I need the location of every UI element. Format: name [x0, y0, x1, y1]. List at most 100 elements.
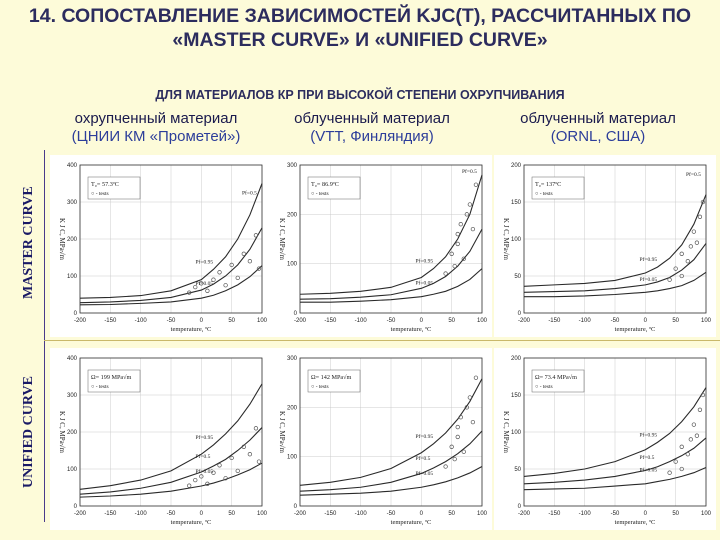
legend-box	[307, 369, 361, 393]
test-point	[667, 277, 672, 282]
test-point	[253, 426, 259, 431]
legend-param-label: T₀= 137ºC	[535, 181, 561, 188]
x-tick-label: 100	[477, 318, 488, 324]
test-point	[449, 444, 454, 449]
x-tick-label: -100	[135, 318, 148, 324]
x-tick-label: -100	[135, 511, 148, 517]
x-tick-label: 0	[200, 511, 204, 517]
series-label: Pf=0.95	[639, 256, 657, 263]
test-point	[679, 251, 684, 256]
x-tick-label: -100	[355, 511, 368, 517]
test-point	[452, 456, 457, 462]
plot-frame	[79, 164, 263, 314]
test-point	[470, 419, 476, 425]
series-label: Pf=0.5	[195, 453, 210, 460]
y-tick-label: 100	[287, 455, 298, 461]
series-label: Pf=0.05	[195, 280, 213, 287]
x-tick-label: 0	[420, 511, 424, 517]
legend-box	[307, 176, 361, 200]
column-header-3-line1: облученный материал	[520, 110, 676, 127]
y-tick-label: 200	[287, 405, 298, 411]
page-subtitle: ДЛЯ МАТЕРИАЛОВ КР ПРИ ВЫСОКОЙ СТЕПЕНИ ОХ…	[155, 88, 565, 102]
y-tick-label: 200	[67, 237, 78, 243]
y-tick-label: 150	[511, 393, 522, 399]
y-tick-label: 200	[511, 356, 522, 362]
test-point	[688, 437, 693, 442]
series-line-1	[523, 387, 707, 477]
series-line-2	[79, 227, 263, 304]
chart-panel-master-2: -200 -150 -100 -50 0 50 100 0 100 200 300 temperatu…	[270, 155, 492, 337]
series-line-3	[299, 466, 483, 496]
series-label: Pf=0.95	[415, 258, 433, 265]
test-point	[235, 275, 240, 280]
test-point	[697, 407, 703, 412]
y-tick-label: 100	[511, 237, 522, 243]
y-tick-label: 0	[294, 311, 298, 317]
test-point	[256, 459, 262, 464]
column-header-3-line2: (ORNL, США)	[550, 128, 646, 145]
x-tick-label: -200	[74, 511, 87, 517]
plot-frame	[299, 164, 483, 314]
legend-tests-label: ○ - tests	[91, 384, 109, 390]
series-label: Pf=0.95	[195, 258, 213, 265]
x-tick-label: -150	[104, 511, 117, 517]
x-tick-label: 0	[644, 318, 648, 324]
legend-box	[531, 176, 585, 200]
chart-svg: -200 -150 -100 -50 0 50 100 0 100 200 300 400 temper…	[58, 163, 268, 333]
test-point	[473, 375, 479, 380]
test-point	[241, 251, 246, 256]
x-tick-label: -200	[518, 318, 531, 324]
test-point	[467, 202, 473, 207]
x-tick-label: 50	[228, 318, 235, 324]
chart-svg: -200 -150 -100 -50 0 50 100 0 50 100 150 200 tempera…	[502, 356, 712, 526]
test-point	[461, 256, 466, 261]
y-tick-label: 100	[67, 467, 78, 473]
annotation-label: Pf=0.5	[242, 190, 257, 197]
row-divider-vertical	[44, 150, 45, 522]
annotation-label: Pf=0.5	[462, 168, 477, 175]
test-point	[443, 464, 448, 469]
series-line-1	[299, 174, 483, 295]
y-tick-label: 200	[67, 430, 78, 436]
test-point	[241, 444, 246, 449]
series-label: Pf=0.5	[639, 454, 654, 461]
series-line-2	[523, 243, 707, 293]
chart-svg: -200 -150 -100 -50 0 50 100 0 100 200 300 400 temper…	[58, 356, 268, 526]
y-axis-label: K J C, MPa√m	[58, 218, 66, 261]
x-tick-label: -150	[104, 318, 117, 324]
test-point	[211, 470, 216, 475]
x-tick-label: -50	[611, 511, 620, 517]
test-point	[473, 182, 479, 187]
y-tick-label: 0	[518, 311, 522, 317]
y-tick-label: 300	[287, 163, 298, 169]
test-point	[187, 290, 192, 295]
x-tick-label: -100	[579, 511, 592, 517]
test-point	[470, 226, 476, 232]
test-point	[223, 283, 228, 288]
legend-param-label: T₀= 86.9ºC	[311, 181, 339, 188]
y-tick-label: 50	[514, 274, 521, 280]
test-point	[679, 466, 684, 472]
x-axis-label: temperature, ºC	[171, 326, 212, 333]
series-line-2	[299, 430, 483, 492]
test-point	[694, 433, 700, 438]
x-axis-label: temperature, ºC	[615, 519, 656, 526]
test-point	[247, 452, 253, 457]
chart-svg: -200 -150 -100 -50 0 50 100 0 50 100 150 200 tempera…	[502, 163, 712, 333]
test-point	[667, 470, 672, 475]
chart-svg: -200 -150 -100 -50 0 50 100 0 100 200 300 temperatu…	[278, 356, 488, 526]
column-header-2: облученный материал (VTT, Финляндия)	[256, 110, 488, 146]
test-point	[229, 455, 234, 461]
series-line-3	[300, 268, 483, 303]
y-tick-label: 150	[511, 200, 522, 206]
y-tick-label: 200	[511, 163, 522, 169]
y-axis-label: K J C, MPa√m	[58, 411, 66, 454]
series-label: Pf=0.05	[639, 276, 657, 283]
test-point	[199, 281, 204, 286]
column-header-1-line1: охрупченный материал	[74, 110, 238, 127]
x-tick-label: 50	[672, 511, 679, 517]
chart-panel-master-1: -200 -150 -100 -50 0 50 100 0 100 200 300 400 temper…	[50, 155, 272, 337]
test-point	[211, 277, 216, 282]
test-point	[455, 231, 460, 237]
y-tick-label: 0	[74, 504, 78, 510]
